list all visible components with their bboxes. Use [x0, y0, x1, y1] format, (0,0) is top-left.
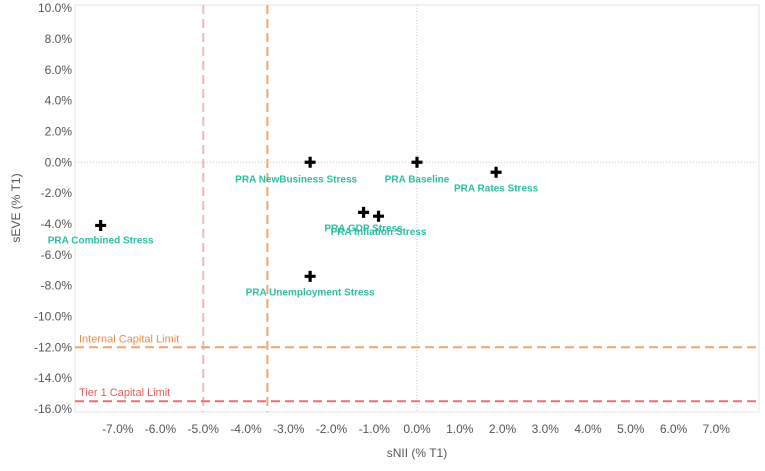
point-label: PRA Combined Stress	[48, 235, 154, 246]
y-tick-label: -4.0%	[41, 217, 73, 231]
x-tick-label: 7.0%	[703, 422, 731, 436]
x-tick-label: 2.0%	[489, 422, 517, 436]
y-tick-label: -12.0%	[34, 340, 72, 354]
data-point[interactable]: PRA NewBusiness Stress	[235, 156, 358, 186]
y-tick-label: 0.0%	[45, 155, 73, 169]
y-tick-label: -10.0%	[34, 309, 72, 323]
x-tick-label: 6.0%	[660, 422, 688, 436]
data-point[interactable]: PRA Combined Stress	[48, 219, 154, 247]
y-tick-label: -2.0%	[41, 186, 73, 200]
x-tick-label: -6.0%	[145, 422, 177, 436]
data-point[interactable]: PRA Inflation Stress	[331, 210, 427, 239]
point-label: PRA Baseline	[385, 174, 450, 185]
data-points: PRA Combined Stress PRA NewBusiness Stres…	[48, 156, 539, 299]
point-label: PRA Inflation Stress	[331, 227, 427, 238]
x-tick-label: 5.0%	[617, 422, 645, 436]
data-point[interactable]: PRA Rates Stress	[454, 166, 539, 195]
plus-marker-icon	[490, 166, 502, 178]
y-tick-label: 8.0%	[45, 32, 73, 46]
reference-lines: Internal Capital Limit Tier 1 Capital Lim…	[75, 5, 759, 412]
y-tick-label: 2.0%	[45, 124, 73, 138]
plus-marker-icon	[373, 210, 385, 222]
y-tick-label: 10.0%	[38, 1, 72, 15]
x-tick-label: 4.0%	[574, 422, 602, 436]
reference-line-label: Tier 1 Capital Limit	[79, 387, 170, 399]
data-point[interactable]: PRA GDP Stress	[324, 206, 403, 235]
y-tick-label: -14.0%	[34, 371, 72, 385]
y-tick-label: -16.0%	[34, 402, 72, 416]
x-axis-ticks: -7.0% -6.0% -5.0% -4.0% -3.0% -2.0% -1.0% 0.0% 1…	[102, 422, 730, 436]
x-tick-label: 0.0%	[403, 422, 431, 436]
point-label: PRA NewBusiness Stress	[235, 174, 357, 185]
y-axis-title: sEVE (% T1)	[9, 173, 23, 242]
point-label: PRA Unemployment Stress	[246, 287, 376, 298]
y-axis-ticks: 10.0% 8.0% 6.0% 4.0% 2.0% 0.0% -2.0% -4.0% -6.0%…	[34, 1, 72, 416]
x-tick-label: -5.0%	[188, 422, 220, 436]
data-point[interactable]: PRA Unemployment Stress	[246, 270, 376, 299]
plus-marker-icon	[304, 270, 316, 282]
plus-marker-icon	[304, 156, 316, 168]
point-label: PRA Rates Stress	[454, 183, 539, 194]
reference-line-label: Internal Capital Limit	[79, 333, 179, 345]
y-tick-label: -8.0%	[41, 279, 73, 293]
plus-marker-icon	[411, 156, 423, 168]
x-tick-label: -3.0%	[273, 422, 305, 436]
x-tick-label: -1.0%	[359, 422, 391, 436]
x-tick-label: -7.0%	[102, 422, 134, 436]
plus-marker-icon	[95, 219, 107, 231]
data-point[interactable]: PRA Baseline	[385, 156, 450, 186]
x-tick-label: 3.0%	[532, 422, 560, 436]
y-tick-label: 4.0%	[45, 94, 73, 108]
point-label: PRA GDP Stress	[324, 223, 403, 234]
x-tick-label: -4.0%	[230, 422, 262, 436]
x-tick-label: 1.0%	[446, 422, 474, 436]
plus-marker-icon	[358, 206, 370, 218]
x-tick-label: -2.0%	[316, 422, 348, 436]
y-tick-label: 6.0%	[45, 63, 73, 77]
y-tick-label: -6.0%	[41, 248, 73, 262]
x-axis-title: sNII (% T1)	[387, 446, 447, 460]
